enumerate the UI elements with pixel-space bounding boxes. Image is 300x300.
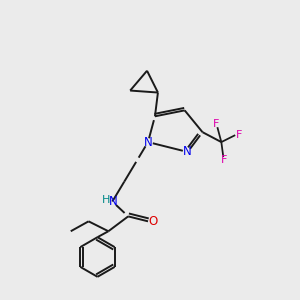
Text: F: F — [213, 119, 220, 129]
Text: N: N — [183, 146, 192, 158]
Text: F: F — [221, 155, 227, 165]
Text: N: N — [144, 136, 152, 148]
Text: H: H — [102, 194, 111, 205]
Text: N: N — [109, 195, 118, 208]
Text: O: O — [148, 215, 158, 228]
Text: F: F — [236, 130, 242, 140]
